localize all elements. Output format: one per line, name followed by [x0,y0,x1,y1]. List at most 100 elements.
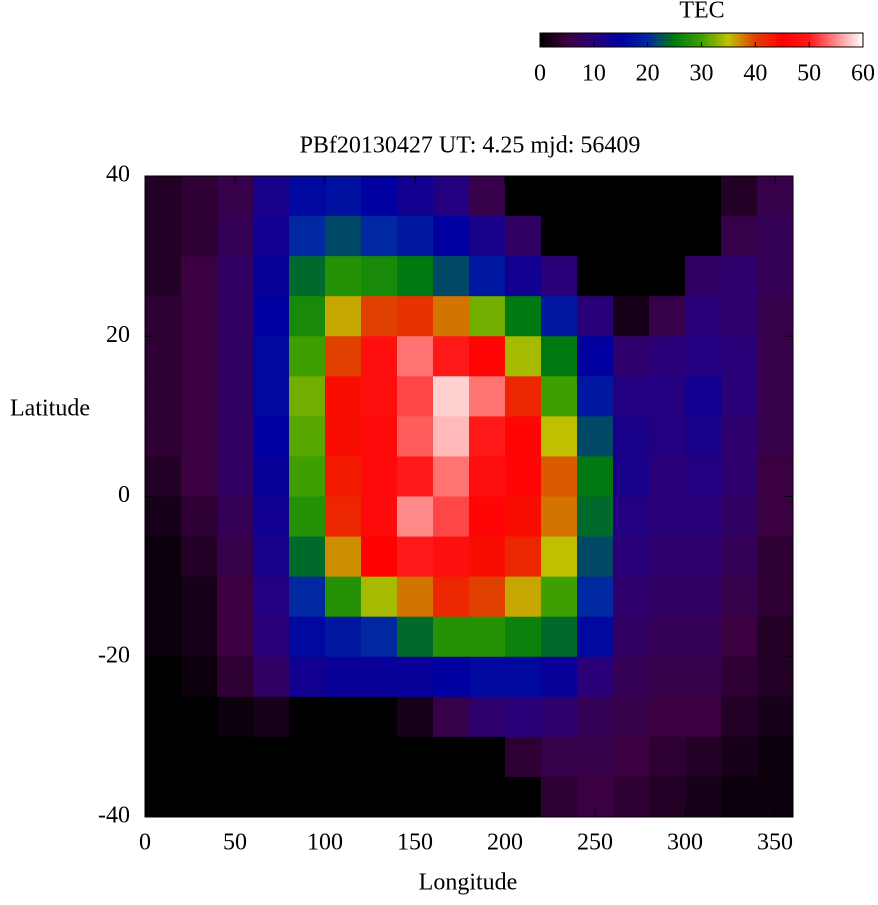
heat-cell [145,616,182,658]
heat-cell [361,176,398,217]
heat-cell [361,256,398,297]
heat-cell [217,536,254,578]
heat-cell [253,736,290,778]
heat-cell [433,736,470,778]
heat-cell [685,456,722,497]
heat-cell [685,696,722,738]
heat-cell [613,176,650,217]
heat-cell [433,376,470,417]
heat-cell [145,376,182,417]
heat-cell [613,776,650,818]
heat-cell [757,536,794,578]
y-tick-label: 0 [118,482,130,508]
heat-cell [325,736,362,778]
heat-cell [721,616,758,658]
heat-cell [433,616,470,658]
colorbar-tick-label: 0 [534,61,546,87]
heat-cell [469,456,506,497]
heat-cell [469,616,506,658]
heat-cell [649,376,686,417]
heat-cell [217,376,254,417]
heat-cell [397,656,434,698]
heat-cell [721,256,758,297]
heat-cell [505,416,542,457]
y-tick-label: 40 [106,162,130,188]
heat-cell [757,416,794,457]
heat-cell [649,496,686,538]
heat-cell [685,576,722,618]
x-tick-label: 350 [757,830,793,856]
heat-cell [685,256,722,297]
heat-cell [253,656,290,698]
heat-cell [217,256,254,297]
heat-cell [181,656,218,698]
heat-cell [649,216,686,257]
heat-cell [361,536,398,578]
heat-cell [721,696,758,738]
heat-cell [649,776,686,818]
heat-cell [649,696,686,738]
heat-cell [469,736,506,778]
heat-cell [433,336,470,377]
heat-cell [361,296,398,337]
heat-cell [505,336,542,377]
heat-cell [721,776,758,818]
heat-cell [289,736,326,778]
heat-cell [289,496,326,538]
heat-cell [721,376,758,417]
heat-cell [433,776,470,818]
heat-cell [541,536,578,578]
heat-cell [757,736,794,778]
heat-cell [289,616,326,658]
heat-cell [577,376,614,417]
heat-cell [253,296,290,337]
heat-cell [361,616,398,658]
heat-cell [181,256,218,297]
heat-cell [505,576,542,618]
heat-cell [253,216,290,257]
chart-title: PBf20130427 UT: 4.25 mjd: 56409 [300,133,641,159]
heat-cell [325,176,362,217]
y-tick-label: -40 [98,803,130,829]
heat-cell [649,336,686,377]
heat-cell [361,336,398,377]
heat-cell [541,776,578,818]
heat-cell [541,176,578,217]
heat-cell [757,336,794,377]
heat-cell [181,336,218,377]
heat-cell [361,656,398,698]
heat-cell [613,576,650,618]
heat-cell [181,416,218,457]
heat-cell [181,696,218,738]
heat-cell [145,176,182,217]
heat-cell [289,256,326,297]
heat-cell [469,696,506,738]
heat-cell [289,656,326,698]
heat-cell [577,336,614,377]
heat-cell [577,536,614,578]
heat-cell [253,456,290,497]
heat-cell [289,576,326,618]
heat-cell [433,496,470,538]
heat-cell [613,496,650,538]
heat-cell [613,296,650,337]
heat-cell [181,616,218,658]
colorbar-tick-label: 60 [851,61,875,87]
heat-cell [361,736,398,778]
heat-cell [613,256,650,297]
heat-cell [325,576,362,618]
heat-cell [505,496,542,538]
heat-cell [577,736,614,778]
heat-cell [325,296,362,337]
heat-cell [289,776,326,818]
heat-cell [361,416,398,457]
heat-cell [721,176,758,217]
heat-cell [757,256,794,297]
heat-cell [397,456,434,497]
heat-cell [577,456,614,497]
heat-cell [469,176,506,217]
heat-cell [289,296,326,337]
heat-cell [613,536,650,578]
heat-cell [433,576,470,618]
